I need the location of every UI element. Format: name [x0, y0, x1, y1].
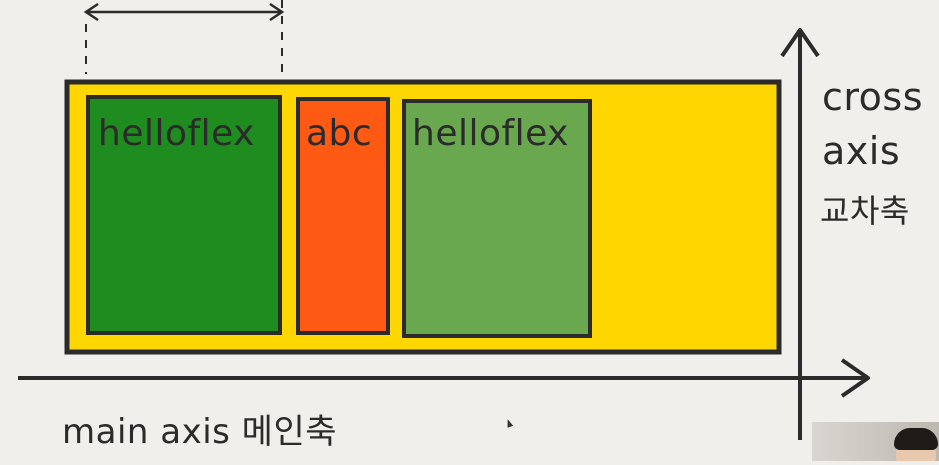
cross-axis-label-line3: 교차축 — [820, 192, 910, 230]
presenter-webcam — [812, 422, 939, 461]
cross-axis-label-line1: cross — [822, 75, 924, 119]
width-dimension-right-arrowhead — [269, 2, 285, 22]
presenter-hair — [894, 428, 938, 450]
main-axis-label: main axis 메인축 — [62, 412, 338, 452]
flex-item-2-label: abc — [306, 113, 373, 154]
flex-item-3-label: helloflex — [412, 113, 569, 154]
flex-item-1-label: helloflex — [98, 113, 255, 154]
width-dimension-left-arrowhead — [83, 2, 99, 22]
flex-item-2 — [296, 97, 390, 335]
flex-item-1 — [86, 95, 282, 335]
main-axis-arrowhead — [840, 358, 870, 398]
flex-item-3 — [402, 99, 592, 338]
cross-axis-arrowhead — [780, 28, 820, 58]
cross-axis-label-line2: axis — [822, 129, 901, 173]
